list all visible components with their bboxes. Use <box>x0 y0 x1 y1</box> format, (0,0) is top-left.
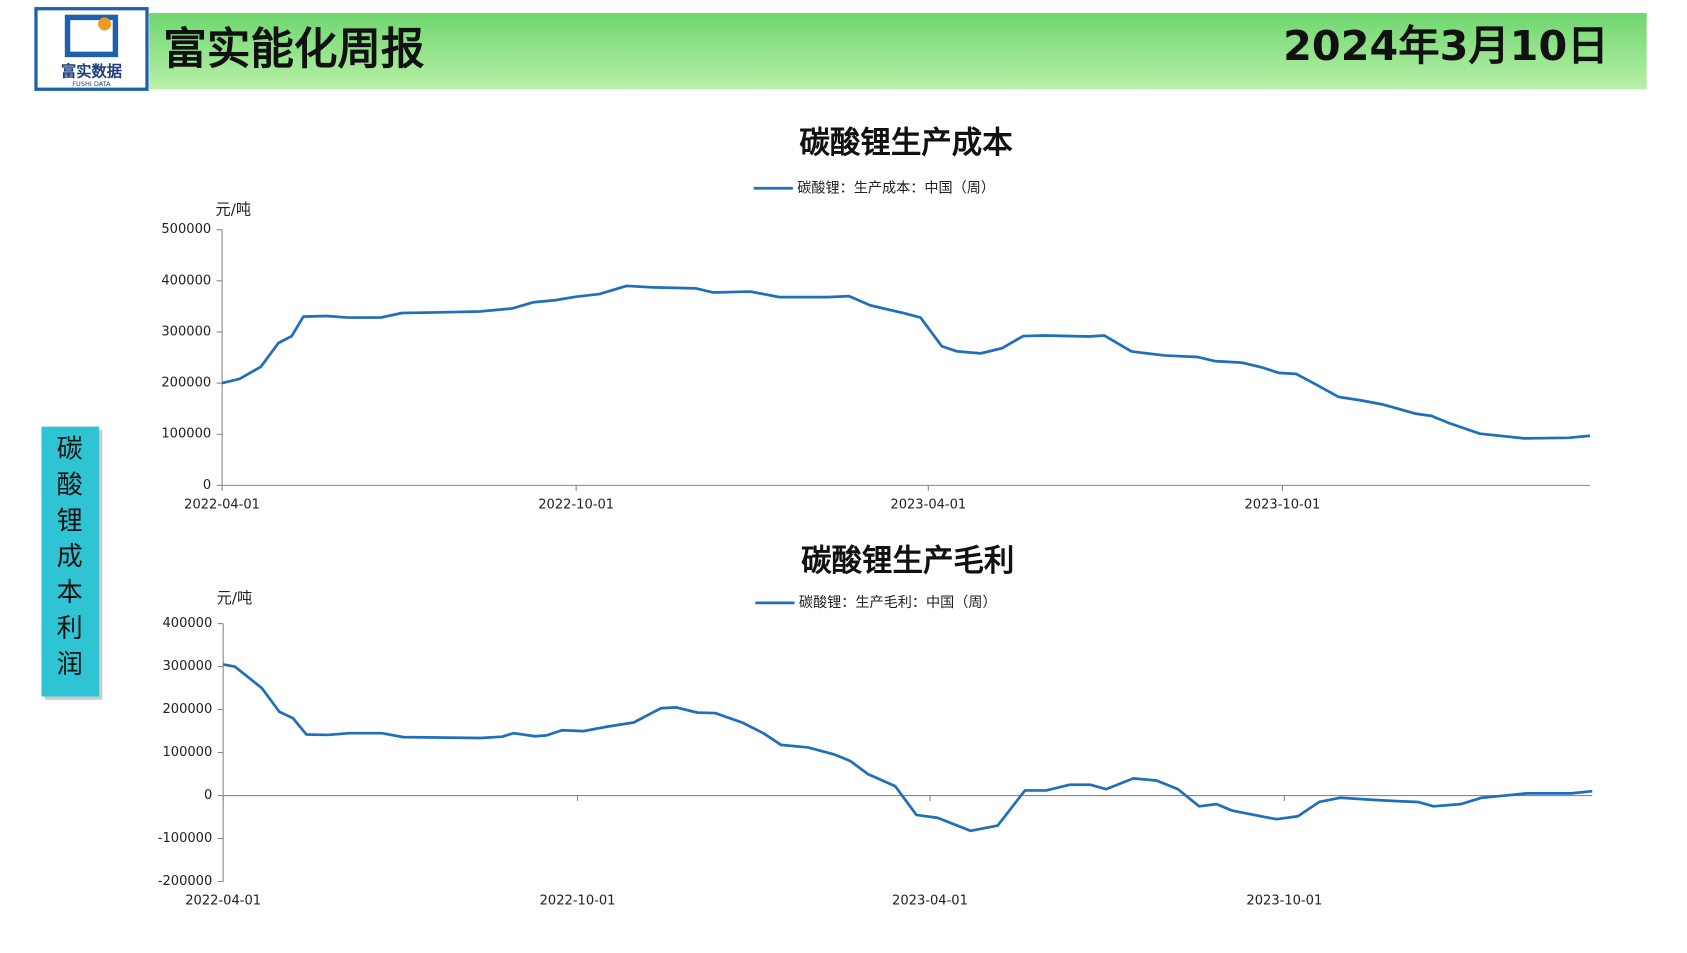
y-unit: 元/吨 <box>216 201 252 219</box>
y-tick-label: 500000 <box>161 222 211 237</box>
series-line <box>221 284 1591 440</box>
y-tick-label: 0 <box>204 788 212 803</box>
x-tick-label: 2023-04-01 <box>892 894 968 909</box>
y-tick-label: -200000 <box>158 874 213 889</box>
x-tick-label: 2023-04-01 <box>890 497 966 512</box>
y-tick-label: 200000 <box>161 376 211 391</box>
y-tick-label: 400000 <box>162 616 212 631</box>
y-tick-label: 300000 <box>161 324 211 339</box>
logo-mark <box>64 14 119 58</box>
y-unit: 元/吨 <box>217 589 253 607</box>
x-tick-label: 2022-04-01 <box>184 497 260 512</box>
y-tick-label: 100000 <box>162 745 212 760</box>
y-tick-label: 100000 <box>161 427 211 442</box>
x-tick-label: 2022-10-01 <box>540 894 616 909</box>
x-tick-label: 2023-10-01 <box>1246 894 1322 909</box>
x-tick-label: 2022-10-01 <box>538 497 614 512</box>
x-tick-label: 2022-04-01 <box>185 894 261 909</box>
chart-title: 碳酸锂生产成本 <box>799 126 1013 161</box>
y-tick-label: 400000 <box>161 273 211 288</box>
header-bar <box>149 13 1647 90</box>
y-tick-label: 0 <box>203 478 211 493</box>
chart-title: 碳酸锂生产毛利 <box>801 544 1014 579</box>
y-tick-label: -100000 <box>158 831 213 846</box>
series-line <box>222 663 1593 833</box>
y-tick-label: 200000 <box>162 702 212 717</box>
sidebar-label: 碳酸锂成本利润 <box>57 434 83 679</box>
logo-box <box>34 7 149 91</box>
header-title: 富实能化周报 <box>163 25 425 75</box>
sidebar-box <box>41 426 100 697</box>
legend-label: 碳酸锂：生产毛利：中国（周） <box>799 595 997 611</box>
x-tick-label: 2023-10-01 <box>1245 497 1321 512</box>
logo-dot <box>98 17 112 31</box>
y-tick-label: 300000 <box>162 659 212 674</box>
logo-subtext: FUSHI DATA <box>72 80 111 88</box>
header-date: 2024年3月10日 <box>1283 22 1608 70</box>
legend-label: 碳酸锂：生产成本：中国（周） <box>797 180 995 196</box>
logo-text: 富实数据 <box>61 62 122 80</box>
